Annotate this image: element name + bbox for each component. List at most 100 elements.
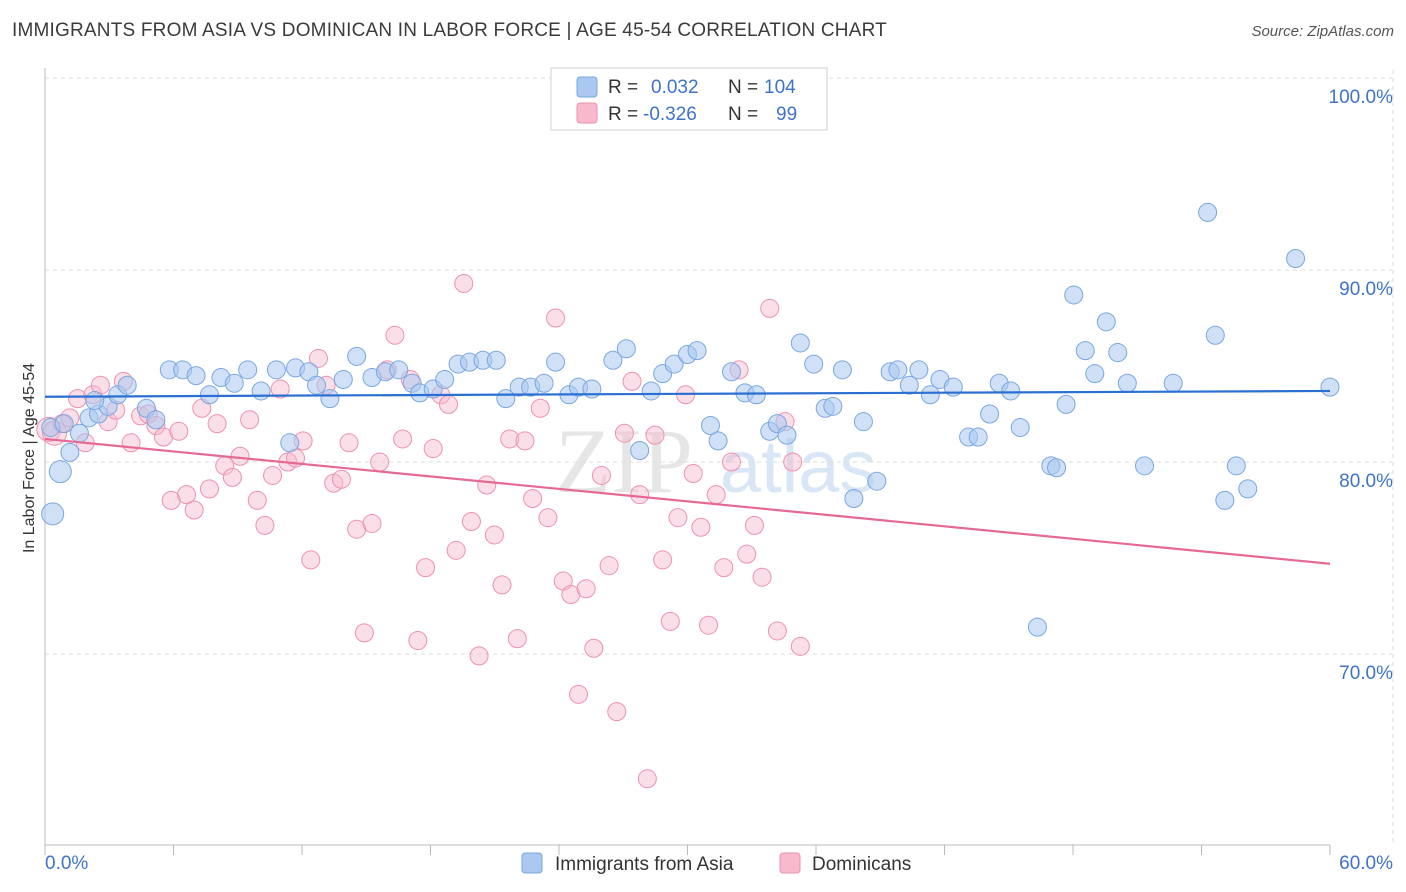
dominicans-point [484,525,504,545]
immigrants-from-asia-point [1047,458,1067,478]
dominicans-point [714,558,734,578]
dominicans-point [240,410,260,430]
dominicans-point [121,433,141,453]
immigrants-from-asia-point [968,427,988,447]
immigrants-from-asia-point [708,431,728,451]
y-tick-label: 80.0% [1339,471,1393,492]
immigrants-from-asia-point [909,360,929,380]
immigrants-from-asia-point [1163,373,1183,393]
immigrants-from-asia-point [1198,202,1218,222]
immigrants-from-asia-point [687,341,707,361]
y-tick-label: 90.0% [1339,279,1393,300]
dominicans-point [752,567,772,587]
dominicans-point [207,414,227,434]
dominicans-point [169,421,189,441]
dominicans-point [408,631,428,651]
dominicans-point [607,702,627,722]
immigrants-from-asia-point [546,352,566,372]
dominicans-point [507,629,527,649]
immigrants-from-asia-point [832,360,852,380]
immigrants-from-asia-point [664,354,684,374]
dominicans-point [416,558,436,578]
y-tick-label: 70.0% [1339,663,1393,684]
dominicans-point [339,433,359,453]
immigrants-from-asia-point [844,488,864,508]
dominicans-point [737,544,757,564]
dominicans-point [637,769,657,789]
immigrants-from-asia-point [320,389,340,409]
dominicans-point [308,348,328,368]
dominicans-point [469,646,489,666]
y-tick-label: 100.0% [1329,87,1394,108]
legend-n-value: 104 [764,77,796,98]
x-tick-label: 0.0% [45,853,88,874]
immigrants-from-asia-point [333,369,353,389]
immigrants-from-asia-point [1075,341,1095,361]
immigrants-from-asia-point [146,410,166,430]
x-tick-label: 60.0% [1339,853,1393,874]
dominicans-point [599,556,619,576]
dominicans-point [783,452,803,472]
source-label: Source: ZipAtlas.com [1251,23,1394,40]
immigrants-from-asia-point [1085,364,1105,384]
immigrants-from-asia-point [721,362,741,382]
trend-line-immigrants-from-asia [44,389,1331,398]
dominicans-point [691,517,711,537]
dominicans-point [461,512,481,532]
immigrants-from-asia-point [823,396,843,416]
immigrants-from-asia-point [60,442,80,462]
legend-swatch-blue [576,76,598,98]
immigrants-from-asia-point [1027,617,1047,637]
immigrants-from-asia-point [700,416,720,436]
dominicans-point [385,325,405,345]
dominicans-point [653,550,673,570]
legend-n-value: 99 [776,104,797,125]
immigrants-from-asia-point [1056,394,1076,414]
immigrants-from-asia-point [85,391,105,411]
dominicans-point [530,398,550,418]
dominicans-point [515,431,535,451]
immigrants-from-asia-point [980,404,1000,424]
immigrants-from-asia-point [641,381,661,401]
immigrants-from-asia-point [48,460,72,484]
dominicans-point [790,636,810,656]
dominicans-point [576,579,596,599]
immigrants-from-asia-point [1320,377,1340,397]
legend-swatch-pink [779,852,801,874]
legend-n-label: N = [728,104,758,125]
dominicans-point [177,485,197,505]
immigrants-from-asia-point [920,385,940,405]
dominicans-point [354,623,374,643]
dominicans-point [446,540,466,560]
legend-r-label: R = [608,104,638,125]
trend-lines [44,389,1331,565]
immigrants-from-asia-point [1226,456,1246,476]
dominicans-point [706,485,726,505]
legend-label-immigrants-from-asia: Immigrants from Asia [555,854,734,875]
y-axis-label: In Labor Force | Age 45-54 [21,363,38,553]
dominicans-point [438,394,458,414]
immigrants-from-asia-point [1010,417,1030,437]
dominicans-point [546,308,566,328]
immigrants-from-asia-point [41,502,65,526]
immigrants-from-asia-point [630,440,650,460]
immigrants-from-asia-point [199,385,219,405]
immigrants-from-asia-point [280,433,300,453]
dominicans-point [660,611,680,631]
immigrants-from-asia-point [435,369,455,389]
dominicans-point [247,490,267,510]
immigrants-from-asia-point [1117,373,1137,393]
dominicans-point [744,515,764,535]
dominicans-point [199,479,219,499]
immigrants-from-asia-point [534,373,554,393]
legend-swatch-pink [576,102,598,124]
immigrants-from-asia-point [1205,325,1225,345]
legend-bottom: Immigrants from Asia Dominicans [521,852,911,875]
immigrants-from-asia-point [790,333,810,353]
dominicans-point [477,475,497,495]
immigrants-from-asia-point [1096,312,1116,332]
immigrants-from-asia-point [307,375,327,395]
immigrants-from-asia-point [1215,490,1235,510]
immigrants-from-asia-point [603,350,623,370]
immigrants-from-asia-point [777,425,797,445]
